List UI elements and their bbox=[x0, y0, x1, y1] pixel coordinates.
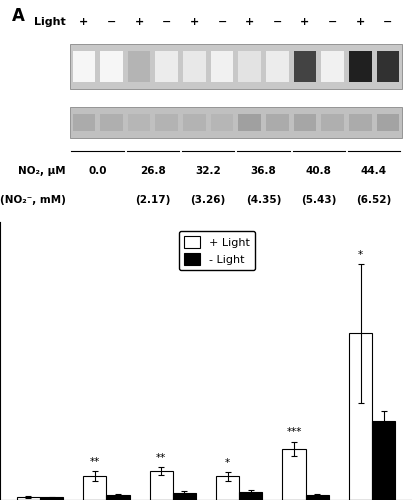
Bar bbox=[282, 448, 306, 500]
Text: (3.26): (3.26) bbox=[191, 195, 226, 205]
Text: NO₂, μM: NO₂, μM bbox=[18, 166, 66, 176]
Bar bbox=[349, 51, 372, 82]
Bar bbox=[349, 334, 372, 500]
Bar bbox=[266, 51, 289, 82]
Bar bbox=[216, 476, 239, 500]
Bar bbox=[211, 51, 233, 82]
Text: +: + bbox=[190, 17, 199, 27]
Text: −: − bbox=[273, 17, 282, 27]
Text: +: + bbox=[356, 17, 365, 27]
Text: A: A bbox=[12, 6, 25, 25]
Bar bbox=[73, 51, 95, 82]
Bar bbox=[128, 51, 150, 82]
Text: (4.35): (4.35) bbox=[246, 195, 281, 205]
Bar bbox=[294, 114, 316, 131]
Text: 40.8: 40.8 bbox=[306, 166, 332, 176]
Bar bbox=[128, 114, 150, 131]
Text: 32.2: 32.2 bbox=[195, 166, 221, 176]
Text: (2.17): (2.17) bbox=[135, 195, 171, 205]
Bar bbox=[16, 496, 40, 500]
Text: (6.52): (6.52) bbox=[356, 195, 392, 205]
Bar bbox=[239, 114, 261, 131]
Text: *: * bbox=[358, 250, 363, 260]
Text: **: ** bbox=[156, 452, 166, 462]
Text: +: + bbox=[245, 17, 254, 27]
Bar bbox=[306, 495, 329, 500]
Text: ***: *** bbox=[286, 428, 302, 438]
Text: *: * bbox=[225, 458, 230, 468]
Legend: + Light, - Light: + Light, - Light bbox=[178, 230, 255, 270]
Text: +: + bbox=[300, 17, 309, 27]
Bar bbox=[155, 114, 178, 131]
Bar bbox=[155, 51, 178, 82]
Bar bbox=[294, 51, 316, 82]
Bar bbox=[40, 497, 63, 500]
Bar bbox=[70, 106, 402, 138]
Bar bbox=[266, 114, 289, 131]
Bar bbox=[377, 51, 399, 82]
Text: −: − bbox=[107, 17, 116, 27]
Text: +: + bbox=[79, 17, 89, 27]
Bar bbox=[321, 51, 344, 82]
Bar bbox=[100, 114, 123, 131]
Bar bbox=[100, 51, 123, 82]
Text: (NO₂⁻, mM): (NO₂⁻, mM) bbox=[0, 195, 66, 205]
Bar bbox=[377, 114, 399, 131]
Bar bbox=[239, 492, 262, 500]
Text: −: − bbox=[328, 17, 337, 27]
Bar bbox=[150, 471, 173, 500]
Text: 36.8: 36.8 bbox=[250, 166, 276, 176]
Bar bbox=[372, 421, 396, 500]
Bar bbox=[73, 114, 95, 131]
Bar bbox=[183, 51, 206, 82]
Text: 0.0: 0.0 bbox=[89, 166, 107, 176]
Bar bbox=[239, 51, 261, 82]
Bar bbox=[106, 495, 130, 500]
Text: −: − bbox=[218, 17, 227, 27]
Bar bbox=[70, 44, 402, 89]
Text: −: − bbox=[162, 17, 171, 27]
Bar bbox=[321, 114, 344, 131]
Bar bbox=[183, 114, 206, 131]
Text: −: − bbox=[383, 17, 393, 27]
Bar bbox=[349, 114, 372, 131]
Text: Light: Light bbox=[34, 17, 66, 27]
Text: +: + bbox=[134, 17, 144, 27]
Bar bbox=[173, 493, 196, 500]
Bar bbox=[211, 114, 233, 131]
Bar bbox=[83, 476, 106, 500]
Text: 44.4: 44.4 bbox=[361, 166, 387, 176]
Text: 26.8: 26.8 bbox=[140, 166, 166, 176]
Text: **: ** bbox=[89, 457, 100, 467]
Text: (5.43): (5.43) bbox=[301, 195, 337, 205]
